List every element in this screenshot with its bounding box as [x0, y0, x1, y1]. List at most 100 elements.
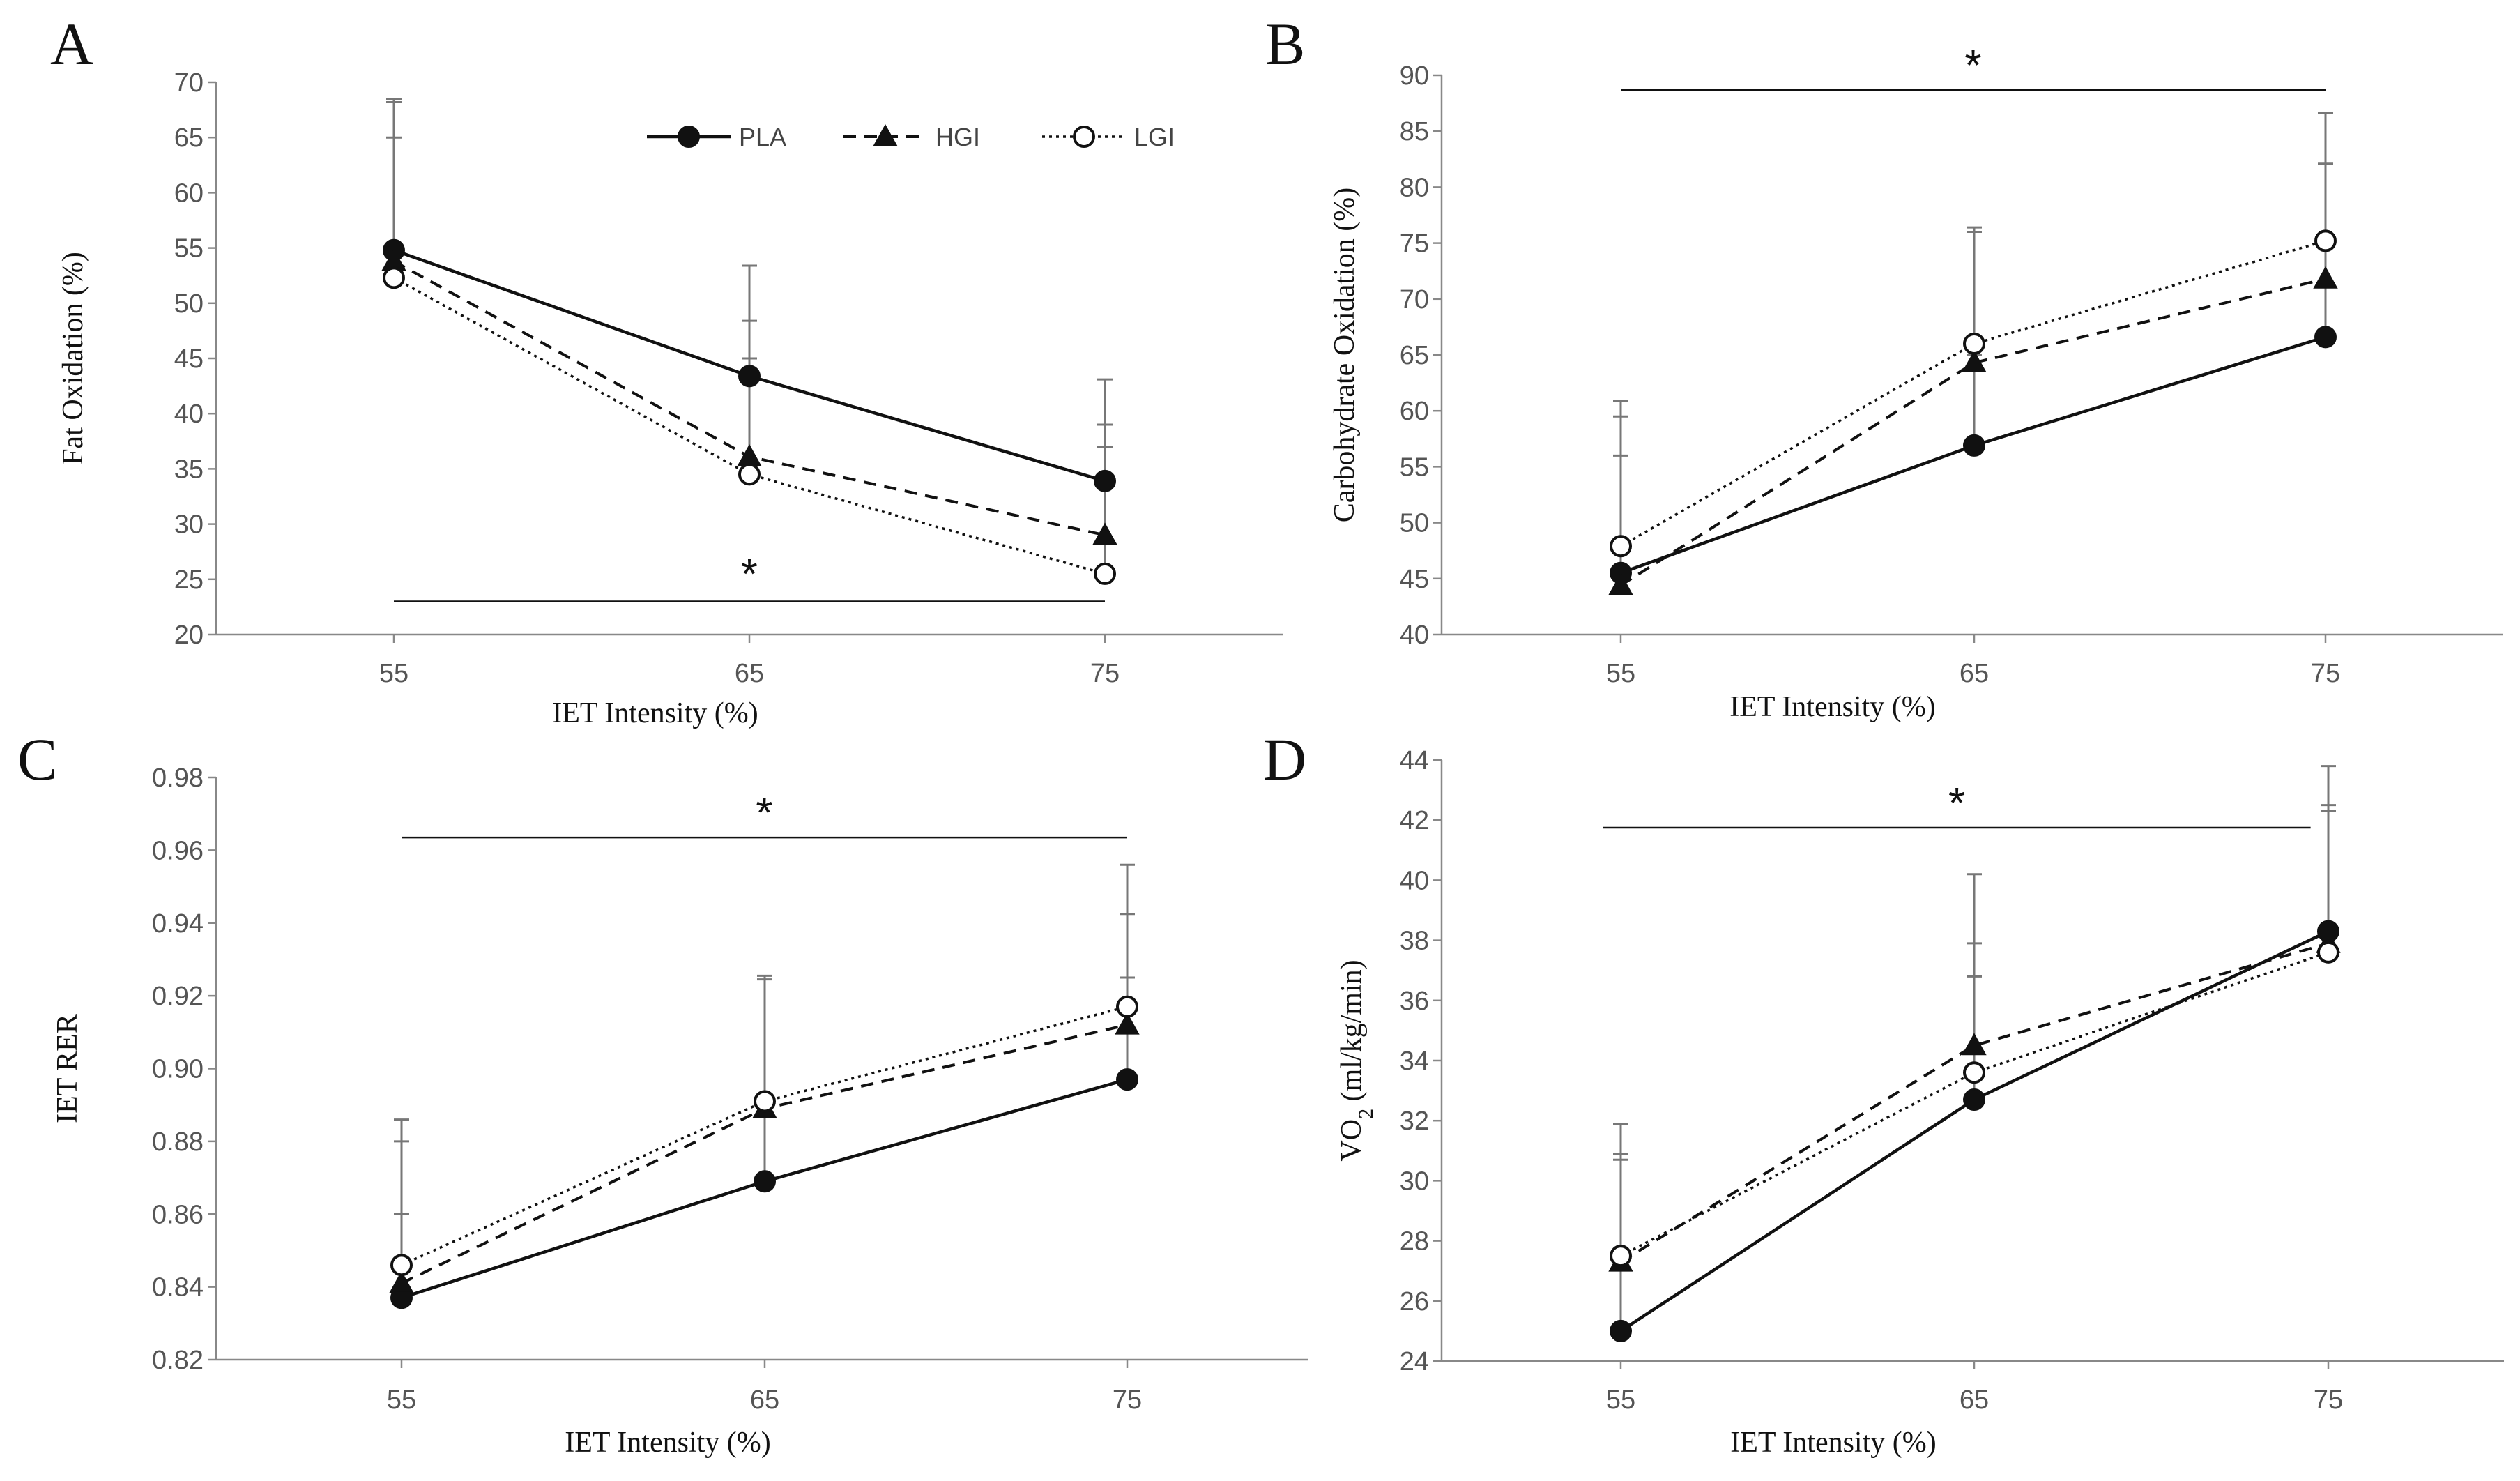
y-tick-label: 70 — [174, 68, 204, 98]
point-lgi — [390, 1254, 413, 1277]
y-tick-label: 25 — [174, 565, 204, 595]
x-tick-label: 65 — [735, 659, 764, 688]
y-tick-label: 50 — [1400, 509, 1429, 538]
y-tick-label: 0.84 — [152, 1273, 204, 1302]
y-tick-label: 55 — [1400, 453, 1429, 482]
y-tick-label: 0.86 — [152, 1200, 204, 1229]
significance-asterisk: * — [741, 550, 758, 598]
y-tick-label: 60 — [174, 179, 204, 208]
point-lgi — [2314, 229, 2337, 252]
y-tick-label: 26 — [1400, 1287, 1429, 1316]
y-tick-label: 75 — [1400, 229, 1429, 259]
x-axis-title: IET Intensity (%) — [1729, 691, 1935, 723]
y-tick-label: 44 — [1400, 746, 1429, 775]
x-tick-label: 55 — [1606, 659, 1635, 688]
y-tick-label: 65 — [1400, 341, 1429, 370]
point-lgi — [383, 266, 405, 289]
point-lgi — [754, 1090, 776, 1113]
x-tick-label: 75 — [1113, 1385, 1142, 1415]
y-tick-label: 85 — [1400, 117, 1429, 146]
point-hgi — [1115, 1012, 1140, 1035]
y-tick-label: 0.96 — [152, 836, 204, 865]
legend-marker-lgi — [1073, 126, 1095, 148]
y-tick-label: 30 — [174, 510, 204, 540]
y-tick-label: 28 — [1400, 1227, 1429, 1256]
x-tick-label: 55 — [387, 1385, 416, 1415]
point-lgi — [2317, 941, 2339, 964]
panel-letter: C — [17, 726, 57, 793]
x-axis-title: IET Intensity (%) — [1730, 1427, 1936, 1459]
x-tick-label: 65 — [1960, 1385, 1989, 1415]
panel-c: C 0.82 0.84 0.86 0.88 0.90 0.92 0.94 0.96 0.98 55 6… — [17, 726, 1308, 1459]
x-tick-label: 55 — [1606, 1385, 1635, 1415]
point-lgi — [1116, 995, 1138, 1018]
y-tick-label: 45 — [1400, 565, 1429, 594]
point-pla — [2314, 326, 2337, 349]
y-tick-label: 60 — [1400, 397, 1429, 426]
y-tick-label: 0.88 — [152, 1127, 204, 1157]
x-axis-title: IET Intensity (%) — [552, 697, 758, 729]
point-pla — [1963, 1088, 1985, 1111]
significance-asterisk: * — [1964, 42, 1981, 90]
point-lgi — [1094, 562, 1116, 585]
x-tick-label: 75 — [2311, 659, 2340, 688]
y-tick-label: 0.92 — [152, 982, 204, 1011]
y-tick-label: 20 — [174, 621, 204, 650]
y-tick-label: 0.90 — [152, 1055, 204, 1084]
point-hgi — [1092, 522, 1117, 545]
x-tick-label: 75 — [2314, 1385, 2343, 1415]
y-tick-label: 0.94 — [152, 909, 204, 939]
x-tick-label: 65 — [1960, 659, 1989, 688]
legend-label-lgi: LGI — [1134, 123, 1175, 151]
panel-a: A 20 25 30 35 40 45 50 55 60 65 70 55 65 75 IET Intensi… — [50, 10, 1283, 729]
y-tick-label: 65 — [174, 123, 204, 153]
y-tick-label: 40 — [1400, 621, 1429, 650]
point-pla — [754, 1170, 776, 1193]
point-pla — [1963, 434, 1985, 457]
y-tick-label: 0.82 — [152, 1346, 204, 1375]
x-tick-label: 55 — [379, 659, 408, 688]
y-tick-label: 70 — [1400, 285, 1429, 314]
y-axis-title: IET RER — [52, 1014, 84, 1123]
panel-letter: A — [50, 10, 93, 77]
point-lgi — [1963, 1061, 1985, 1084]
x-tick-label: 75 — [1090, 659, 1120, 688]
point-hgi — [2313, 266, 2338, 289]
point-hgi — [1962, 1033, 1987, 1056]
y-tick-label: 55 — [174, 234, 204, 264]
y-tick-label: 32 — [1400, 1107, 1429, 1136]
y-tick-label: 0.98 — [152, 764, 204, 793]
y-axis-title: Carbohydrate Oxidation (%) — [1329, 188, 1361, 523]
y-tick-label: 40 — [174, 400, 204, 429]
legend-marker-pla — [678, 126, 700, 148]
y-tick-label: 50 — [174, 289, 204, 319]
y-tick-label: 30 — [1400, 1167, 1429, 1196]
point-pla — [1116, 1068, 1138, 1091]
x-axis-title: IET Intensity (%) — [565, 1427, 770, 1459]
y-tick-label: 45 — [174, 344, 204, 374]
y-tick-label: 36 — [1400, 987, 1429, 1016]
point-lgi — [1610, 1245, 1632, 1268]
panel-d: D 24 26 28 30 32 34 36 38 40 42 44 55 65 75 IET Intensi… — [1263, 726, 2504, 1459]
significance-asterisk: * — [756, 789, 772, 837]
legend-label-hgi: HGI — [936, 123, 980, 151]
point-pla — [1610, 1319, 1632, 1342]
panel-b: B 40 45 50 55 60 65 70 75 80 85 90 55 65 75 IET Intensi… — [1265, 10, 2503, 723]
point-hgi — [1608, 572, 1633, 595]
point-hgi — [737, 443, 762, 466]
point-pla — [1094, 469, 1116, 492]
panel-letter: D — [1263, 726, 1306, 793]
y-tick-label: 24 — [1400, 1347, 1429, 1376]
y-tick-label: 42 — [1400, 806, 1429, 835]
x-tick-label: 65 — [750, 1385, 779, 1415]
legend-marker-hgi — [873, 123, 898, 146]
point-lgi — [738, 463, 761, 486]
legend-label-pla: PLA — [739, 123, 786, 151]
point-hgi — [389, 1270, 414, 1293]
y-tick-label: 35 — [174, 455, 204, 484]
y-tick-label: 34 — [1400, 1047, 1429, 1076]
y-tick-label: 38 — [1400, 927, 1429, 956]
y-tick-label: 40 — [1400, 866, 1429, 895]
series-line-hgi — [1619, 277, 2326, 587]
